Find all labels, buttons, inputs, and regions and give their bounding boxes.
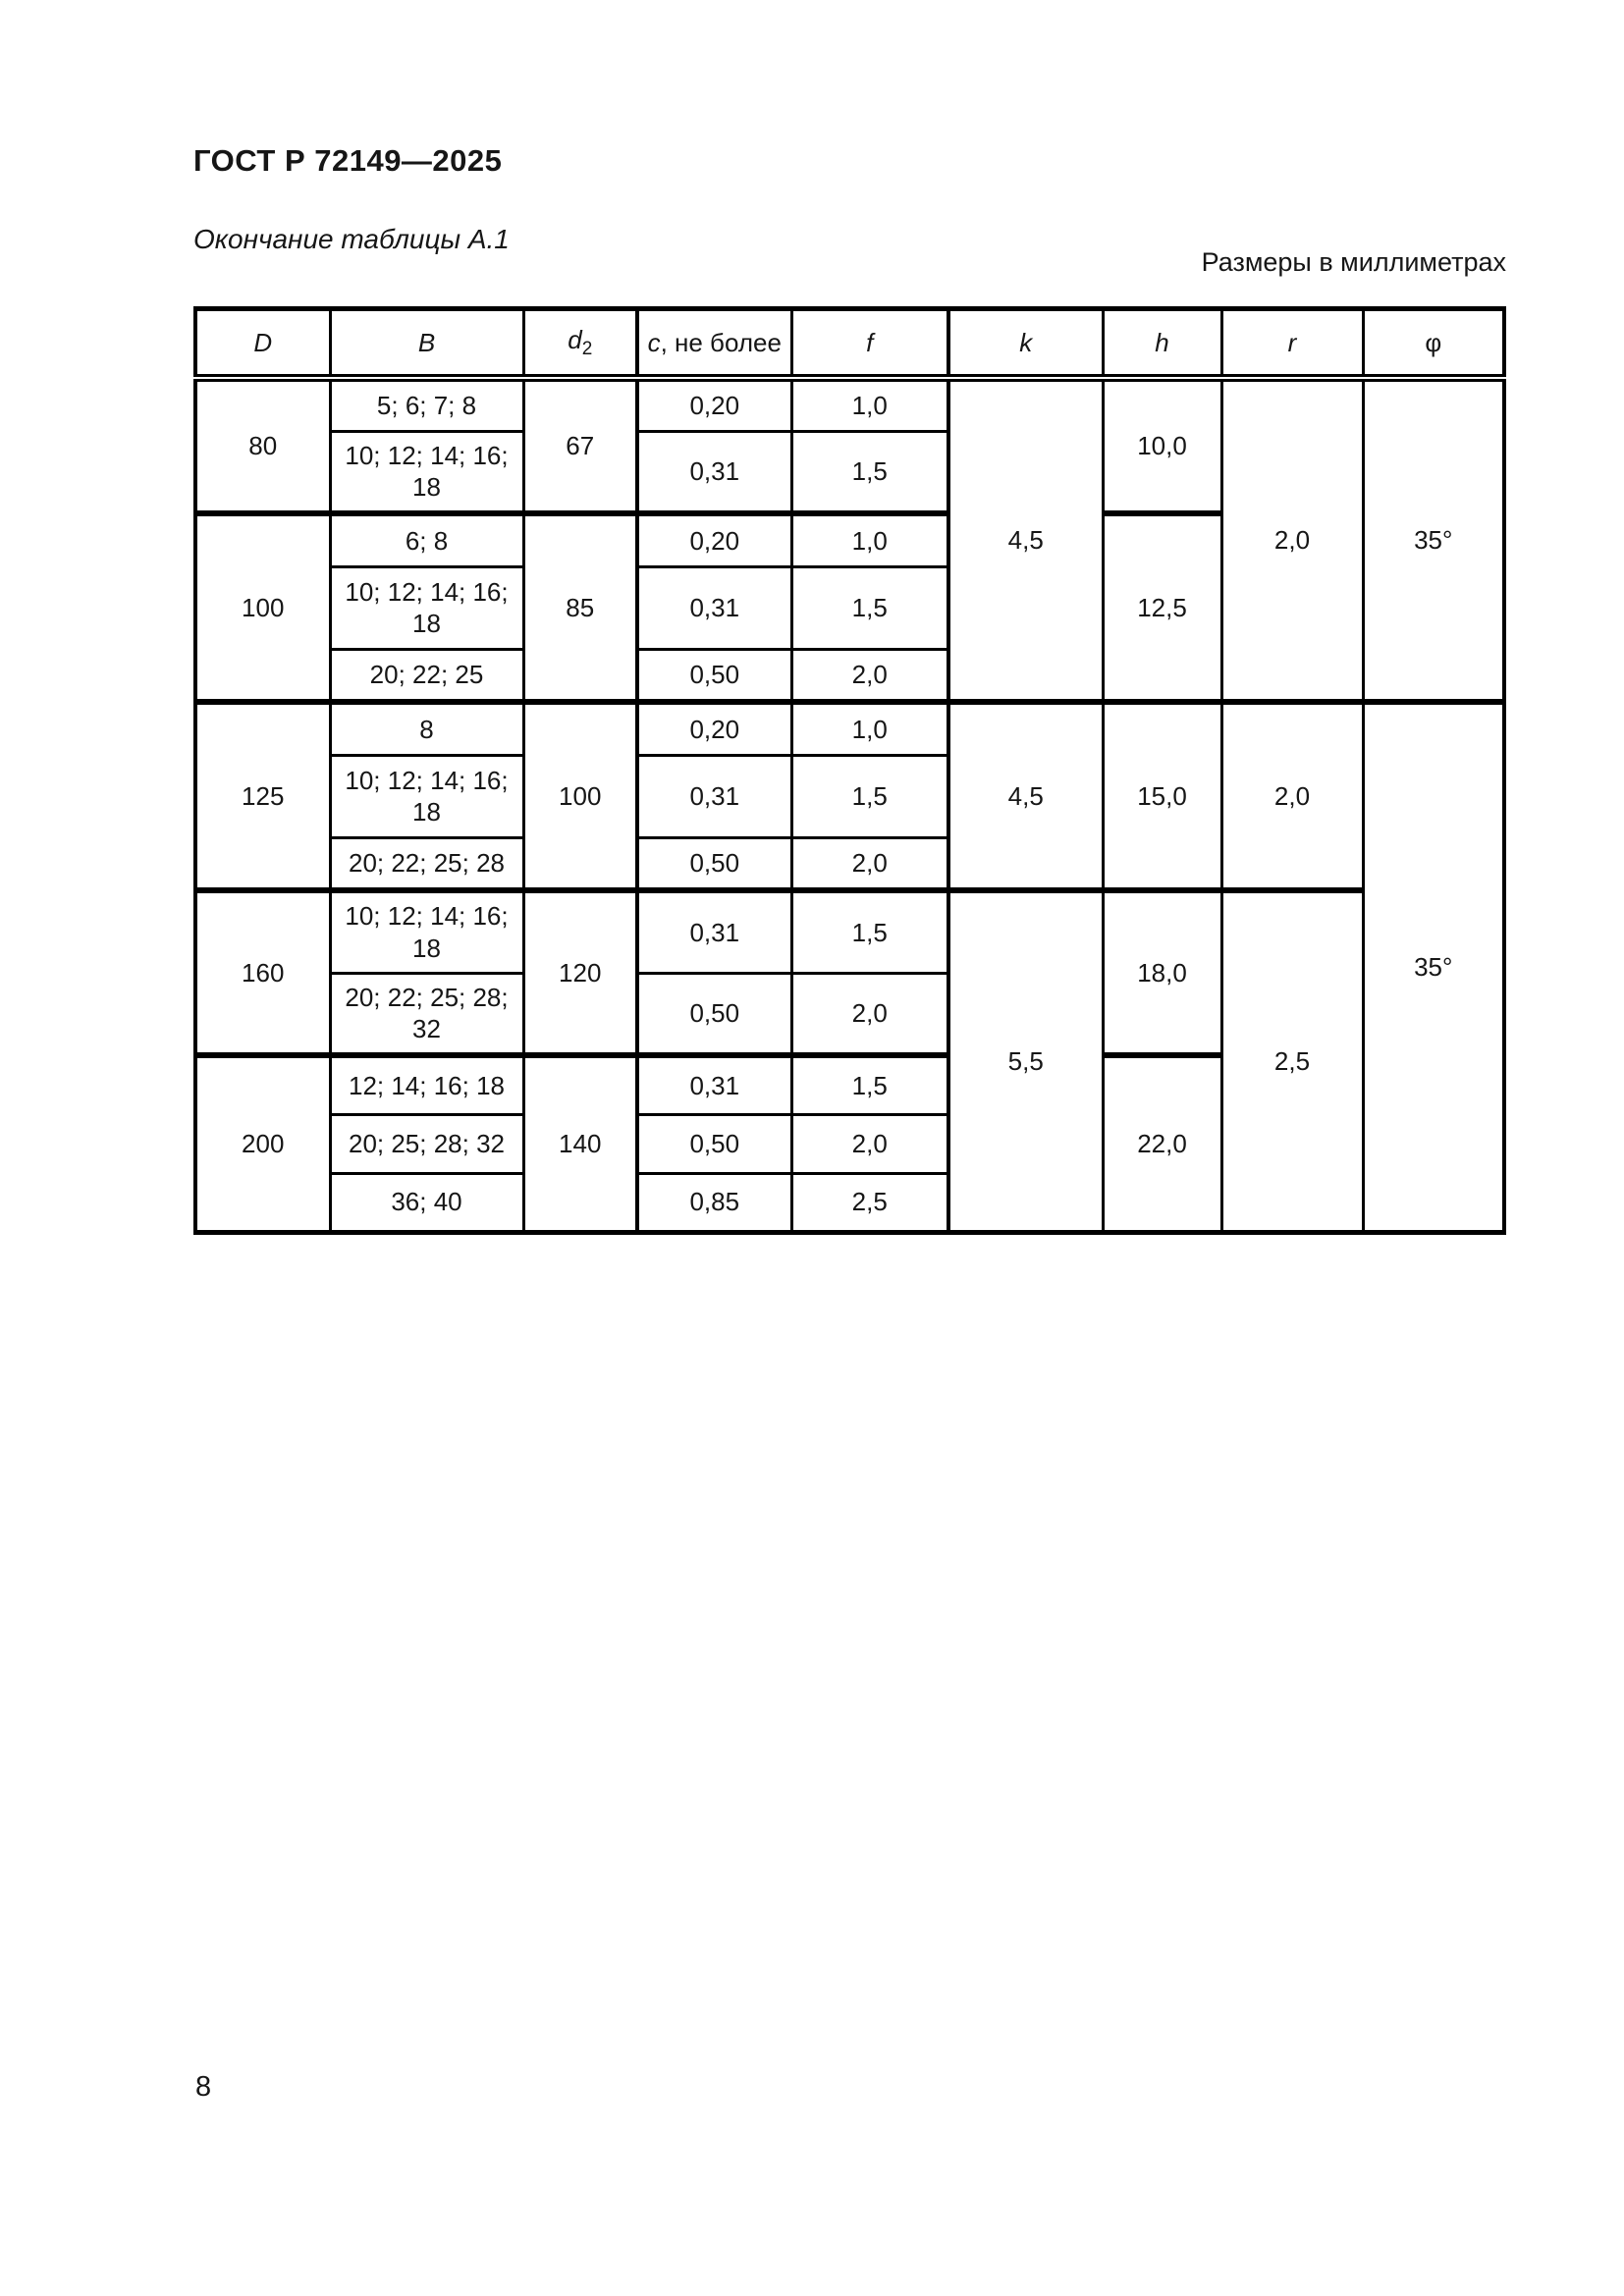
cell-d2-200: 140 xyxy=(521,1053,639,1234)
cell-B-80-2: 10; 12; 14; 16; 18 xyxy=(328,429,525,516)
cell-r-80-100: 2,0 xyxy=(1219,376,1365,705)
table-a1: D B d2 c, не более f k h r φ 80 5; 6; 7;… xyxy=(193,306,1506,1235)
header-cell-phi: φ xyxy=(1361,307,1506,382)
table-caption: Окончание таблицы А.1 xyxy=(193,224,510,254)
cell-f-200-3: 2,5 xyxy=(789,1171,950,1234)
cell-d2-100: 85 xyxy=(521,511,639,705)
cell-f-160-2: 2,0 xyxy=(789,971,950,1058)
cell-f-125-2: 1,5 xyxy=(789,753,950,839)
cell-D-100: 100 xyxy=(193,511,332,705)
cell-c-125-3: 0,50 xyxy=(635,835,793,893)
cell-h-200: 22,0 xyxy=(1101,1053,1223,1234)
cell-B-125-3: 20; 22; 25; 28 xyxy=(328,835,525,893)
page-number: 8 xyxy=(195,2071,212,2103)
cell-f-100-3: 2,0 xyxy=(789,647,950,705)
units-note: Размеры в миллиметрах xyxy=(1201,247,1506,277)
cell-phi-125-200: 35° xyxy=(1361,700,1506,1234)
cell-c-200-2: 0,50 xyxy=(635,1112,793,1175)
table-row: 10; 12; 14; 16; 18 0,31 1,5 xyxy=(195,429,1504,516)
table-row: 10; 12; 14; 16; 18 0,31 1,5 xyxy=(195,753,1504,839)
header-cell-c: c, не более xyxy=(635,307,793,382)
header-cell-d2: d2 xyxy=(521,307,639,382)
header-cell-h: h xyxy=(1101,307,1223,382)
doc-code: ГОСТ Р 72149—2025 xyxy=(193,143,503,178)
cell-c-160-2: 0,50 xyxy=(635,971,793,1058)
cell-c-80-2: 0,31 xyxy=(635,429,793,516)
cell-f-160-1: 1,5 xyxy=(789,888,950,975)
cell-f-80-2: 1,5 xyxy=(789,429,950,516)
cell-B-125-1: 8 xyxy=(328,700,525,757)
cell-D-160: 160 xyxy=(193,888,332,1058)
table-row: 80 5; 6; 7; 8 67 0,20 1,0 4,5 10,0 2,0 3… xyxy=(193,376,1506,705)
cell-d2-80: 67 xyxy=(521,376,639,516)
cell-f-200-1: 1,5 xyxy=(789,1053,950,1116)
cell-B-125-2: 10; 12; 14; 16; 18 xyxy=(328,753,525,839)
cell-c-200-3: 0,85 xyxy=(635,1171,793,1234)
cell-d2-125: 100 xyxy=(521,700,639,893)
cell-c-80-1: 0,20 xyxy=(635,376,793,433)
table-row: 20; 22; 25; 28 0,50 2,0 xyxy=(195,835,1504,893)
cell-f-100-1: 1,0 xyxy=(789,511,950,568)
table-row: 20; 22; 25; 28; 32 0,50 2,0 xyxy=(195,971,1504,1058)
header-cell-f: f xyxy=(789,307,950,382)
cell-B-100-1: 6; 8 xyxy=(328,511,525,568)
cell-B-200-1: 12; 14; 16; 18 xyxy=(328,1053,525,1116)
cell-d2-160: 120 xyxy=(521,888,639,1058)
cell-B-200-3: 36; 40 xyxy=(328,1171,525,1234)
cell-c-100-1: 0,20 xyxy=(635,511,793,568)
cell-B-80-1: 5; 6; 7; 8 xyxy=(328,376,525,433)
header-cell-B: B xyxy=(328,307,525,382)
header-cell-k: k xyxy=(947,307,1105,382)
cell-B-100-2: 10; 12; 14; 16; 18 xyxy=(328,564,525,651)
table-row: 10; 12; 14; 16; 18 0,31 1,5 xyxy=(195,564,1504,651)
cell-h-125: 15,0 xyxy=(1101,700,1223,893)
cell-c-100-3: 0,50 xyxy=(635,647,793,705)
cell-f-80-1: 1,0 xyxy=(789,376,950,433)
table-row: 36; 40 0,85 2,5 xyxy=(195,1171,1504,1234)
cell-r-125: 2,0 xyxy=(1219,700,1365,893)
table-row: 100 6; 8 85 0,20 1,0 12,5 xyxy=(193,511,1504,705)
cell-c-125-2: 0,31 xyxy=(635,753,793,839)
header-row: D B d2 c, не более f k h r φ xyxy=(193,307,1506,382)
header-cell-D: D xyxy=(193,307,332,382)
cell-k-160-200: 5,5 xyxy=(947,888,1105,1234)
cell-c-160-1: 0,31 xyxy=(635,888,793,975)
cell-f-100-2: 1,5 xyxy=(789,564,950,651)
cell-c-100-2: 0,31 xyxy=(635,564,793,651)
cell-D-125: 125 xyxy=(193,700,332,893)
cell-c-200-1: 0,31 xyxy=(635,1053,793,1116)
cell-h-80: 10,0 xyxy=(1101,376,1223,516)
cell-r-160-200: 2,5 xyxy=(1219,888,1365,1234)
cell-B-100-3: 20; 22; 25 xyxy=(328,647,525,705)
table-row: 160 10; 12; 14; 16; 18 120 0,31 1,5 5,5 … xyxy=(193,888,1504,1234)
cell-h-160: 18,0 xyxy=(1101,888,1223,1058)
cell-f-125-1: 1,0 xyxy=(789,700,950,757)
cell-f-200-2: 2,0 xyxy=(789,1112,950,1175)
cell-B-200-2: 20; 25; 28; 32 xyxy=(328,1112,525,1175)
cell-c-125-1: 0,20 xyxy=(635,700,793,757)
table-row: 20; 25; 28; 32 0,50 2,0 xyxy=(195,1112,1504,1175)
cell-h-100: 12,5 xyxy=(1101,511,1223,705)
cell-phi-80-100: 35° xyxy=(1361,376,1506,705)
table-row: 200 12; 14; 16; 18 140 0,31 1,5 22,0 xyxy=(193,1053,1504,1234)
cell-D-80: 80 xyxy=(193,376,332,516)
cell-D-200: 200 xyxy=(193,1053,332,1234)
cell-B-160-2: 20; 22; 25; 28; 32 xyxy=(328,971,525,1058)
cell-B-160-1: 10; 12; 14; 16; 18 xyxy=(328,888,525,975)
cell-f-125-3: 2,0 xyxy=(789,835,950,893)
cell-k-125: 4,5 xyxy=(947,700,1105,893)
cell-k-80-100: 4,5 xyxy=(947,376,1105,705)
table-row: 125 8 100 0,20 1,0 4,5 15,0 2,0 35° xyxy=(193,700,1506,1234)
table-row: 20; 22; 25 0,50 2,0 xyxy=(195,647,1504,705)
header-cell-r: r xyxy=(1219,307,1365,382)
